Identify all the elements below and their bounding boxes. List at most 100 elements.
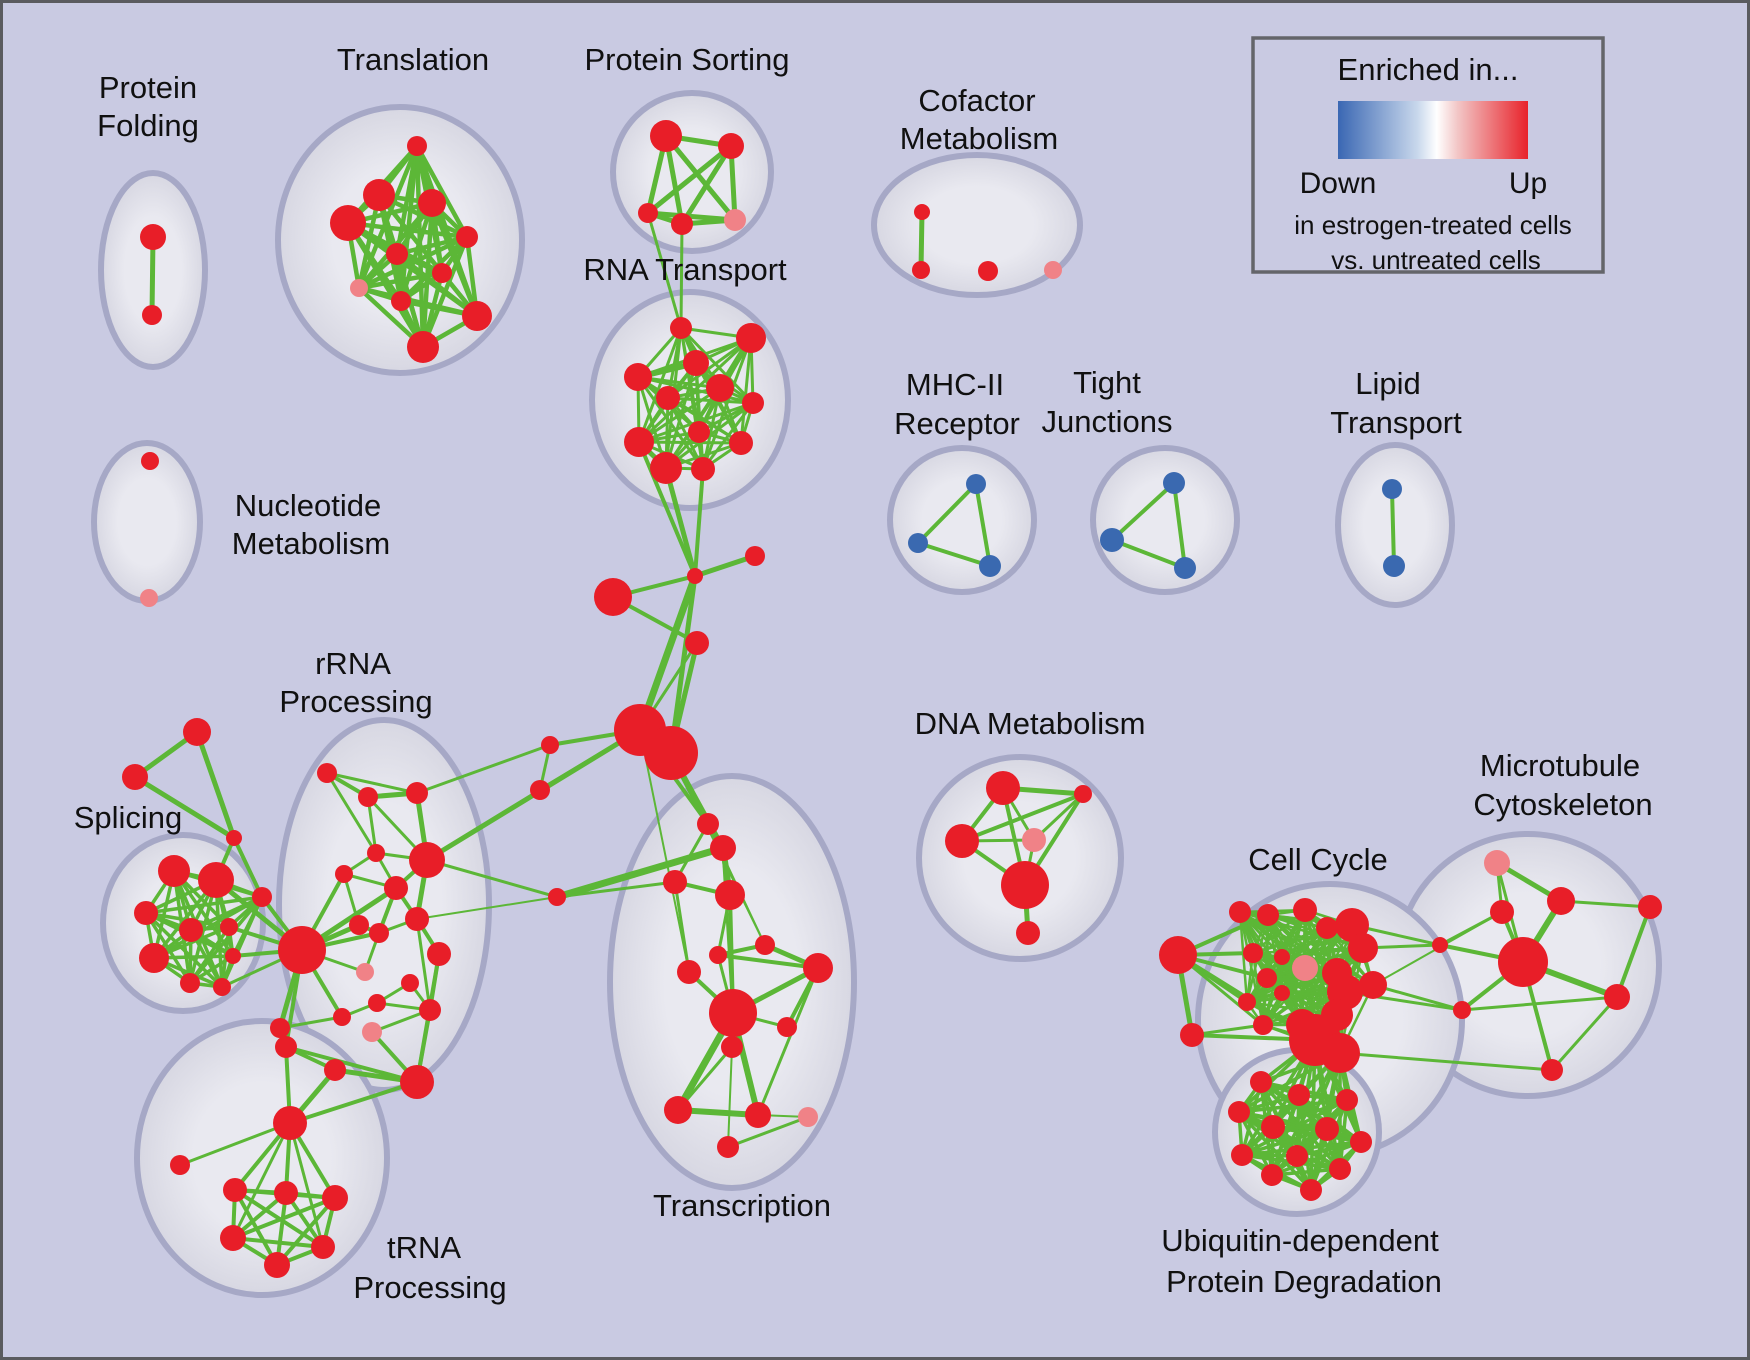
network-edge-rt1-rt7 [679,326,755,405]
network-node-r9 [369,923,389,943]
network-edge-m1-m2 [916,482,978,545]
network-node-h2 [644,726,698,780]
network-edge-c7-tr2 [553,844,727,901]
network-edge-rt4-rt12 [636,375,705,471]
network-node-tr8 [803,953,833,983]
network-node-tn3 [322,1185,348,1211]
network-node-rt2 [736,323,766,353]
network-edge-c2-c3 [692,553,758,579]
network-node-tn5 [311,1235,335,1259]
network-node-ps2 [718,133,744,159]
network-node-t4 [330,205,366,241]
cluster-label-mhc-1: MHC-II [906,367,1004,402]
network-node-g0 [1229,901,1251,923]
cluster-label-transcription: Transcription [653,1188,831,1223]
network-edge-th1-tn5 [288,1121,325,1249]
network-edge-tn4-tn5 [231,1236,325,1249]
network-node-cf4 [1044,261,1062,279]
network-node-tr4 [715,880,745,910]
network-node-rt4 [624,363,652,391]
network-node-u4 [1336,1089,1358,1111]
network-edge-x3-s10 [232,836,264,899]
network-node-mt3 [1490,900,1514,924]
network-node-gh2 [1320,1033,1360,1073]
network-edge-rt7-rt12 [701,401,755,471]
network-edge-r10-r16 [415,917,432,1012]
network-node-tr2 [710,835,736,861]
network-edge-tr2-tr9 [721,846,735,1015]
network-node-tr5 [709,946,727,964]
network-edge-mt2-mt6 [1559,899,1652,909]
cluster-label-microtubule-1: Microtubule [1480,748,1640,783]
network-node-g10 [1257,968,1277,988]
network-node-c5 [541,736,559,754]
network-edge-ps2-ps4 [679,143,734,227]
network-edge-ps3-rt1 [646,211,683,330]
network-edge-r20-th1 [288,1080,419,1125]
network-node-tr11 [721,1036,743,1058]
network-edge-ps4-rt1 [679,222,684,330]
network-edge-m1-m3 [974,482,992,568]
network-node-r10 [405,907,429,931]
network-node-cf3 [978,261,998,281]
network-node-c7 [548,888,566,906]
network-node-ps4 [671,213,693,235]
network-node-s8 [213,978,231,996]
network-node-g6 [1243,943,1263,963]
network-edge-pf1-pf2 [149,234,156,318]
network-node-g2 [1293,898,1317,922]
network-edge-x2-x3 [132,774,237,841]
network-node-t7 [432,263,452,283]
network-edge-cf1-cf2 [918,209,925,273]
network-edge-l1-l2 [1390,487,1396,568]
network-edge-t7-t8 [356,270,445,291]
network-node-r20 [400,1065,434,1099]
cluster-ellipse-tight-junctions [1090,445,1240,595]
network-node-r3 [406,782,428,804]
network-node-tr13 [745,1102,771,1128]
network-node-mt4 [1498,937,1548,987]
network-edge-c2-h1 [636,572,699,734]
network-node-t9 [391,291,411,311]
network-node-r4 [335,865,353,883]
network-node-rt1 [670,317,692,339]
network-edge-rt5-rt9 [637,386,722,444]
network-node-r15 [368,994,386,1012]
network-edge-rt11-c2 [663,465,698,579]
network-node-rt10 [729,431,753,455]
network-node-t2 [363,179,395,211]
cluster-label-mhc-2: Receptor [894,406,1020,441]
network-node-u12 [1300,1179,1322,1201]
network-node-c3 [745,546,765,566]
network-node-tr14 [798,1107,818,1127]
cluster-label-nucleotide-1: Nucleotide [235,488,381,523]
network-node-cc2 [1180,1023,1204,1047]
network-edge-ps1-ps5 [663,133,738,223]
network-edge-mc2-mt5 [1460,995,1619,1012]
network-node-cf1 [914,204,930,220]
network-node-rt12 [691,457,715,481]
network-node-tr3 [663,870,687,894]
legend: Enriched in... Down Up in estrogen-treated … [1251,36,1605,275]
network-node-u10 [1329,1158,1351,1180]
network-edge-r1-r5 [325,771,378,855]
network-edge-c7-r6 [425,858,559,899]
cluster-label-cell-cycle: Cell Cycle [1248,842,1388,877]
cluster-ellipse-lipid-transport [1335,442,1455,608]
network-edge-rt6-rt7 [666,396,755,405]
network-node-u9 [1286,1145,1308,1167]
network-node-u11 [1261,1164,1283,1186]
network-node-d5 [1001,861,1049,909]
network-node-rt11 [650,452,682,484]
network-edge-tr3-tr7 [673,880,691,974]
network-node-mt6 [1638,895,1662,919]
network-edge-j1-j2 [1110,481,1176,542]
network-node-d2 [1074,785,1092,803]
network-node-t8 [350,279,368,297]
network-node-s3 [134,901,158,925]
network-node-tn2 [274,1181,298,1205]
network-edge-s6-s10 [152,895,264,960]
network-node-r12 [356,963,374,981]
network-node-r19 [362,1022,382,1042]
